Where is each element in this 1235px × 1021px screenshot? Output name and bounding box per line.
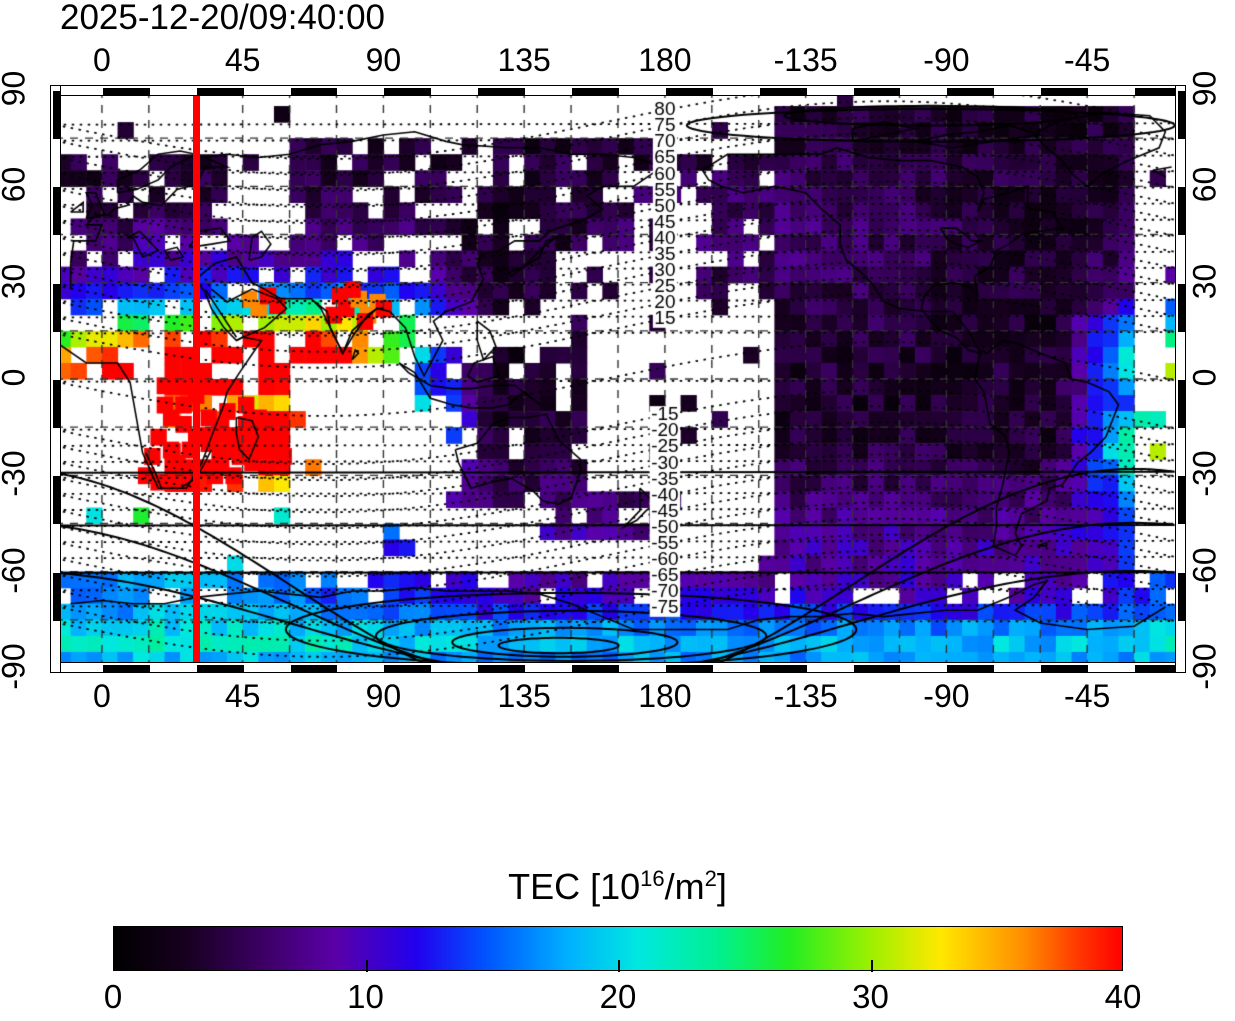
frame-segment — [52, 380, 61, 429]
lat-tick-label-right: 0 — [1186, 368, 1223, 387]
lon-tick-label: 90 — [365, 678, 402, 714]
lon-tick-label: -45 — [1064, 678, 1111, 714]
lon-tick-label: 180 — [638, 678, 692, 714]
frame-segment — [52, 187, 61, 236]
frame-segment — [665, 664, 713, 673]
colorbar-tick-label: 20 — [599, 978, 637, 1015]
frame-segment — [1177, 572, 1186, 621]
frame-segment — [52, 572, 61, 621]
frame-segment — [1177, 380, 1186, 429]
frame-segment — [759, 87, 807, 96]
frame-segment — [290, 664, 338, 673]
lon-tick-label: -90 — [923, 678, 970, 714]
lon-tick-label: -90 — [923, 42, 970, 78]
frame-segment — [290, 87, 338, 96]
frame-segment — [1041, 664, 1089, 673]
frame-segment — [1177, 91, 1186, 140]
colorbar-title-close: ] — [716, 866, 727, 907]
lat-tick-label-right: 90 — [1186, 70, 1223, 107]
lon-tick-label: 0 — [93, 42, 111, 78]
lat-tick-label-right: -60 — [1186, 547, 1223, 594]
map-frame-left — [50, 85, 61, 673]
lat-tick-label-left: 90 — [0, 70, 32, 107]
meridian-marker-line — [192, 90, 200, 668]
map-figure — [50, 85, 1186, 673]
frame-segment — [947, 664, 995, 673]
colorbar-tick-label: 30 — [852, 978, 889, 1015]
frame-segment — [52, 91, 61, 140]
frame-segment — [759, 664, 807, 673]
frame-segment — [478, 87, 526, 96]
frame-segment — [572, 664, 619, 673]
lon-tick-label: -45 — [1064, 42, 1111, 78]
lon-tick-label: 0 — [93, 678, 111, 714]
frame-segment — [572, 87, 619, 96]
lat-tick-label-left: 30 — [0, 263, 32, 299]
frame-segment — [1135, 87, 1182, 96]
map-plot-area[interactable] — [55, 90, 1181, 668]
map-frame-bottom — [50, 662, 1186, 673]
frame-segment — [665, 87, 713, 96]
map-inner-border — [60, 95, 1176, 663]
lat-tick-label-left: -90 — [0, 643, 32, 690]
lat-tick-label-right: -90 — [1186, 643, 1223, 690]
lon-tick-label: 90 — [365, 42, 402, 78]
frame-segment — [478, 664, 526, 673]
lat-tick-label-right: -30 — [1186, 450, 1223, 497]
colorbar-title-tail: /m — [664, 866, 705, 907]
colorbar-tick-label: 0 — [103, 978, 123, 1015]
colorbar-title: TEC [1016/m2] — [0, 866, 1235, 908]
lon-tick-label: -135 — [773, 42, 838, 78]
lon-tick-label: 45 — [224, 678, 261, 714]
frame-segment — [102, 87, 150, 96]
map-overlay-canvas — [55, 90, 1181, 668]
colorbar-title-main: TEC [10 — [508, 866, 641, 907]
frame-segment — [1041, 87, 1089, 96]
colorbar-title-exponent: 16 — [640, 866, 665, 891]
frame-segment — [1177, 476, 1186, 525]
frame-segment — [384, 664, 432, 673]
frame-segment — [853, 87, 901, 96]
lon-tick-label: -135 — [773, 678, 838, 714]
frame-segment — [1177, 187, 1186, 236]
frame-segment — [853, 664, 901, 673]
colorbar-tick-mark — [365, 960, 368, 972]
colorbar-tick-label: 40 — [1104, 978, 1142, 1015]
frame-segment — [52, 283, 61, 332]
lon-tick-label: 45 — [224, 42, 261, 78]
colorbar-tick-mark — [870, 960, 873, 972]
lat-tick-label-right: 60 — [1186, 167, 1223, 203]
colorbar-tick-mark — [618, 960, 620, 972]
map-frame-top — [50, 85, 1186, 96]
lon-tick-label: 180 — [638, 42, 692, 78]
lat-tick-label-left: 60 — [0, 167, 32, 203]
lat-tick-label-right: 30 — [1186, 263, 1223, 299]
frame-segment — [196, 664, 244, 673]
frame-segment — [1135, 664, 1182, 673]
frame-segment — [384, 87, 432, 96]
frame-segment — [52, 476, 61, 525]
lat-tick-label-left: 0 — [0, 328, 33, 428]
frame-segment — [947, 87, 995, 96]
frame-segment — [1177, 283, 1186, 332]
colorbar-tick-label: 10 — [347, 978, 384, 1015]
lon-tick-label: 135 — [497, 678, 551, 714]
lat-tick-label-left: -30 — [0, 450, 32, 497]
page-title: 2025-12-20/09:40:00 — [60, 0, 385, 37]
frame-segment — [102, 664, 150, 673]
lon-tick-label: 135 — [497, 42, 551, 78]
frame-segment — [196, 87, 244, 96]
colorbar-title-exponent2: 2 — [704, 866, 717, 891]
map-frame-right — [1175, 85, 1186, 673]
lat-tick-label-left: -60 — [0, 547, 32, 594]
